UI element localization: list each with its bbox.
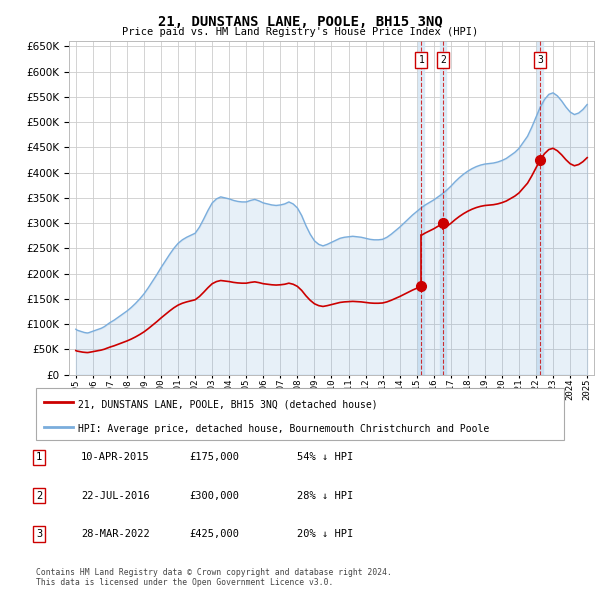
Text: 2: 2 bbox=[36, 491, 42, 500]
Text: 28-MAR-2022: 28-MAR-2022 bbox=[81, 529, 150, 539]
Text: 28% ↓ HPI: 28% ↓ HPI bbox=[297, 491, 353, 500]
Text: 2: 2 bbox=[440, 55, 446, 65]
FancyBboxPatch shape bbox=[36, 388, 564, 440]
Text: 21, DUNSTANS LANE, POOLE, BH15 3NQ (detached house): 21, DUNSTANS LANE, POOLE, BH15 3NQ (deta… bbox=[78, 399, 378, 409]
Text: £175,000: £175,000 bbox=[189, 453, 239, 462]
Text: £425,000: £425,000 bbox=[189, 529, 239, 539]
Text: 1: 1 bbox=[418, 55, 424, 65]
Bar bbox=[537, 41, 543, 375]
Bar bbox=[418, 41, 424, 375]
Text: 20% ↓ HPI: 20% ↓ HPI bbox=[297, 529, 353, 539]
Text: 54% ↓ HPI: 54% ↓ HPI bbox=[297, 453, 353, 462]
Text: HPI: Average price, detached house, Bournemouth Christchurch and Poole: HPI: Average price, detached house, Bour… bbox=[78, 424, 490, 434]
Text: 3: 3 bbox=[36, 529, 42, 539]
Text: 21, DUNSTANS LANE, POOLE, BH15 3NQ: 21, DUNSTANS LANE, POOLE, BH15 3NQ bbox=[158, 15, 442, 29]
Text: 3: 3 bbox=[537, 55, 543, 65]
Text: 22-JUL-2016: 22-JUL-2016 bbox=[81, 491, 150, 500]
Text: Price paid vs. HM Land Registry's House Price Index (HPI): Price paid vs. HM Land Registry's House … bbox=[122, 27, 478, 37]
Text: 1: 1 bbox=[36, 453, 42, 462]
Text: £300,000: £300,000 bbox=[189, 491, 239, 500]
Bar bbox=[440, 41, 446, 375]
Text: Contains HM Land Registry data © Crown copyright and database right 2024.
This d: Contains HM Land Registry data © Crown c… bbox=[36, 568, 392, 587]
Text: 10-APR-2015: 10-APR-2015 bbox=[81, 453, 150, 462]
